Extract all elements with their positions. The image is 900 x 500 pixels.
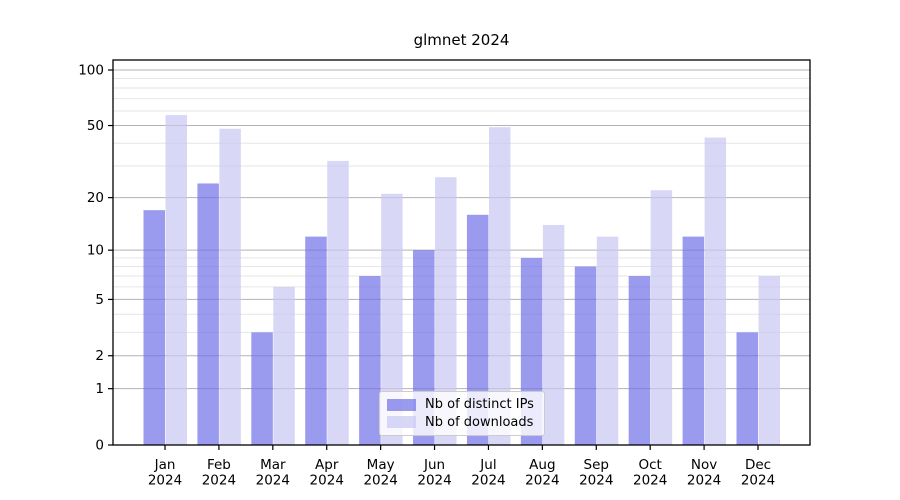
legend-entry-distinct-ips: Nb of distinct IPs bbox=[387, 397, 544, 412]
y-tick-label: 1 bbox=[95, 381, 104, 397]
x-tick-label-year: 2024 bbox=[525, 473, 559, 489]
bar-distinct-ips-apr bbox=[305, 236, 327, 445]
bar-downloads-dec bbox=[758, 276, 780, 445]
x-tick-label-month: Nov bbox=[691, 457, 717, 473]
y-tick-label: 0 bbox=[95, 438, 104, 454]
bar-downloads-nov bbox=[704, 137, 727, 445]
distinct-ips-swatch-icon bbox=[387, 398, 416, 411]
axes-frame bbox=[112, 59, 811, 446]
bar-distinct-ips-may bbox=[359, 276, 381, 445]
x-tick-label-year: 2024 bbox=[310, 473, 344, 489]
downloads-swatch-icon bbox=[387, 416, 416, 429]
y-tick-label: 20 bbox=[87, 190, 104, 206]
bar-distinct-ips-oct bbox=[628, 276, 651, 445]
chart-legend: Nb of distinct IPs Nb of downloads bbox=[379, 391, 545, 436]
bar-downloads-feb bbox=[219, 128, 241, 445]
bar-downloads-aug bbox=[542, 224, 565, 445]
x-tick-label-year: 2024 bbox=[417, 473, 451, 489]
x-tick-label-year: 2024 bbox=[471, 473, 505, 489]
bar-downloads-jan bbox=[165, 115, 187, 446]
x-tick-label-month: Jun bbox=[423, 457, 445, 473]
x-tick-label-month: Mar bbox=[260, 457, 286, 473]
x-tick-label-year: 2024 bbox=[579, 473, 613, 489]
x-tick-label-month: Jul bbox=[479, 457, 496, 473]
y-tick-label: 5 bbox=[95, 292, 104, 308]
x-tick-label-year: 2024 bbox=[687, 473, 721, 489]
x-tick-label-month: Jan bbox=[154, 457, 176, 473]
y-tick-label: 10 bbox=[87, 243, 104, 259]
legend-entry-downloads: Nb of downloads bbox=[387, 415, 544, 430]
legend-label: Nb of downloads bbox=[425, 414, 534, 430]
x-tick-label-month: Sep bbox=[584, 457, 609, 473]
x-tick-label-year: 2024 bbox=[256, 473, 290, 489]
x-tick-label-month: Apr bbox=[315, 457, 339, 473]
x-tick-label-month: Oct bbox=[639, 457, 662, 473]
bar-downloads-mar bbox=[273, 286, 295, 445]
bar-distinct-ips-dec bbox=[736, 332, 758, 445]
x-tick-label-month: Feb bbox=[207, 457, 231, 473]
x-tick-label-month: May bbox=[367, 457, 395, 473]
bar-downloads-oct bbox=[650, 190, 673, 445]
bar-downloads-jul bbox=[488, 127, 511, 445]
x-tick-label-year: 2024 bbox=[202, 473, 236, 489]
y-tick-label: 2 bbox=[95, 348, 104, 364]
bar-distinct-ips-feb bbox=[197, 183, 219, 445]
bar-distinct-ips-sep bbox=[574, 266, 597, 445]
x-tick-label-month: Aug bbox=[529, 457, 555, 473]
x-tick-label-month: Dec bbox=[745, 457, 771, 473]
bar-distinct-ips-mar bbox=[251, 332, 273, 445]
y-tick-label: 50 bbox=[87, 118, 104, 134]
bar-distinct-ips-nov bbox=[682, 236, 705, 445]
bar-downloads-jun bbox=[435, 177, 457, 445]
bar-downloads-may bbox=[381, 193, 403, 445]
chart-title: glmnet 2024 bbox=[413, 31, 510, 49]
x-tick-label-year: 2024 bbox=[633, 473, 667, 489]
bar-distinct-ips-jul bbox=[466, 214, 489, 445]
bar-downloads-apr bbox=[327, 160, 349, 446]
bar-downloads-sep bbox=[596, 236, 619, 445]
bar-distinct-ips-jan bbox=[143, 210, 165, 445]
legend-label: Nb of distinct IPs bbox=[425, 397, 534, 413]
y-tick-label: 100 bbox=[78, 63, 104, 79]
x-tick-label-year: 2024 bbox=[148, 473, 182, 489]
x-tick-label-year: 2024 bbox=[363, 473, 397, 489]
x-tick-label-year: 2024 bbox=[741, 473, 775, 489]
